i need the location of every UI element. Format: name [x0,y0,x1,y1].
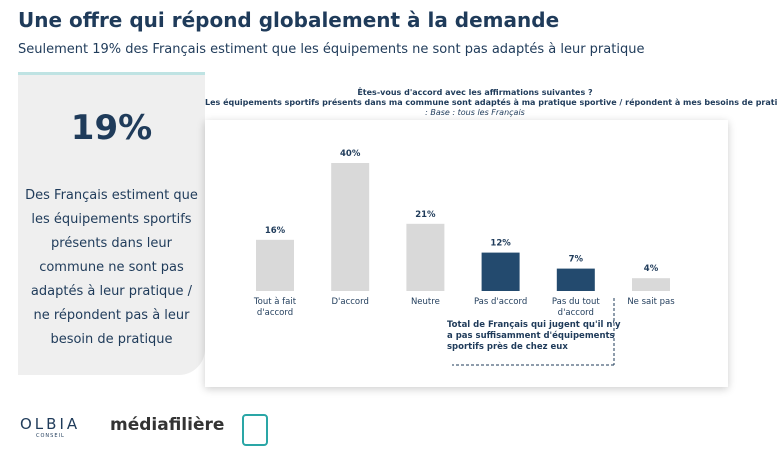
chart-base: : Base : tous les Français [425,108,525,117]
value-label: 16% [265,226,286,236]
bar [556,268,595,291]
callout-panel [18,72,205,375]
value-label: 7% [569,255,584,265]
value-label: 40% [340,149,361,159]
logo-media: médiafilière [110,415,225,435]
category-label: Neutre [410,297,440,307]
callout-text: Des Français estiment que les équipement… [25,188,198,347]
callout-value: 19% [70,108,153,148]
logo-olbia: OLBIA [20,415,81,433]
bar [632,278,670,291]
category-label: Pas d'accord [473,297,528,307]
slide-title: Une offre qui répond globalement à la de… [18,8,560,32]
category-label: D'accord [331,297,369,307]
chart-title: Êtes-vous d'accord avec les affirmations… [357,88,593,97]
value-label: 12% [490,239,511,249]
bar [256,239,294,291]
bar [331,163,370,291]
slide-subtitle: Seulement 19% des Français estiment que … [18,42,645,57]
bar [481,252,520,291]
logo-olbia-sub: CONSEIL [36,433,65,439]
category-label: Tout à fait d'accord [253,297,297,318]
annotation: Total de Français qui jugent qu'il n'y a… [447,320,621,352]
annotation-bracket [452,298,615,366]
bar [406,223,445,291]
category-label: Pas du tout d'accord [551,297,600,318]
logo-cdes [242,414,268,446]
category-label: Ne sait pas [627,297,675,307]
chart-subtitle: Les équipements sportifs présents dans m… [205,98,777,107]
value-label: 21% [415,210,436,220]
value-label: 4% [644,264,659,274]
